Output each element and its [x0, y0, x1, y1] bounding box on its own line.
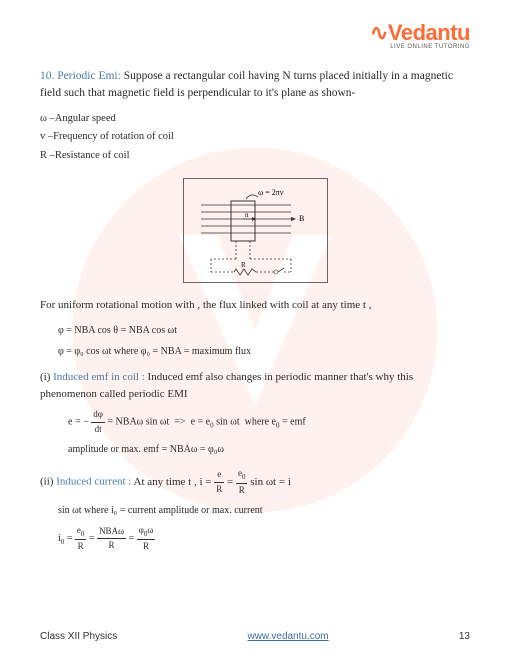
sub-i-title: Induced emf in coil : [53, 371, 145, 383]
flux-intro: For uniform rotational motion with , the… [40, 297, 470, 314]
sub-ii-title: Induced current : [56, 476, 131, 488]
section-heading: 10. Periodic Emi: Suppose a rectangular … [40, 68, 470, 103]
amplitude-equation: amplitude or max. emf = NBAω = φ₀ω [68, 442, 470, 457]
definitions-list: ω –Angular speed v –Frequency of rotatio… [40, 111, 470, 164]
footer: Class XII Physics www.vedantu.com 13 [40, 631, 470, 642]
footer-link[interactable]: www.vedantu.com [247, 631, 328, 642]
def-omega: ω –Angular speed [40, 111, 470, 127]
emf-equation: e = − dφdt = NBAω sin ωt => e = e0 sin ω… [68, 408, 470, 436]
i0-equation: i0 = e0R = NBAωR = φ0ωR [58, 524, 470, 554]
flux-equation-1: φ = NBA cos θ = NBA cos ωt [58, 323, 470, 338]
tagline: LIVE ONLINE TUTORING [40, 44, 470, 50]
section-label: Periodic Emi: [57, 70, 121, 82]
footer-class: Class XII Physics [40, 631, 117, 642]
diag-omega-label: ω = 2πν [258, 188, 284, 197]
coil-diagram: ω = 2πν B n R K [183, 178, 328, 283]
sub-ii-num: (ii) [40, 476, 53, 488]
subpoint-ii: (ii) Induced current : At any time t , i… [40, 467, 470, 497]
brand-name: Vedantu [388, 20, 470, 45]
content-area: 10. Periodic Emi: Suppose a rectangular … [40, 68, 470, 554]
sub-i-num: (i) [40, 371, 50, 383]
svg-text:B: B [299, 214, 304, 223]
def-nu: v –Frequency of rotation of coil [40, 129, 470, 145]
subpoint-i: (i) Induced emf in coil : Induced emf al… [40, 369, 470, 402]
sub-ii-text: At any time t , i = eR = e0R sin ωt = i [134, 476, 291, 488]
page-container: ∿Vedantu LIVE ONLINE TUTORING 10. Period… [0, 0, 510, 660]
footer-page: 13 [459, 631, 470, 642]
brand-logo: ∿Vedantu [40, 20, 470, 46]
sin-note: sin ωt where i₀ = current amplitude or m… [58, 503, 470, 518]
section-number: 10. [40, 70, 54, 82]
svg-text:R: R [241, 261, 246, 269]
def-r: R –Resistance of coil [40, 148, 470, 164]
svg-text:n: n [245, 211, 249, 219]
header: ∿Vedantu LIVE ONLINE TUTORING [40, 20, 470, 50]
diagram-container: ω = 2πν B n R K [40, 178, 470, 283]
flux-equation-2: φ = φ₀ cos ωt where φ₀ = NBA = maximum f… [58, 344, 470, 359]
